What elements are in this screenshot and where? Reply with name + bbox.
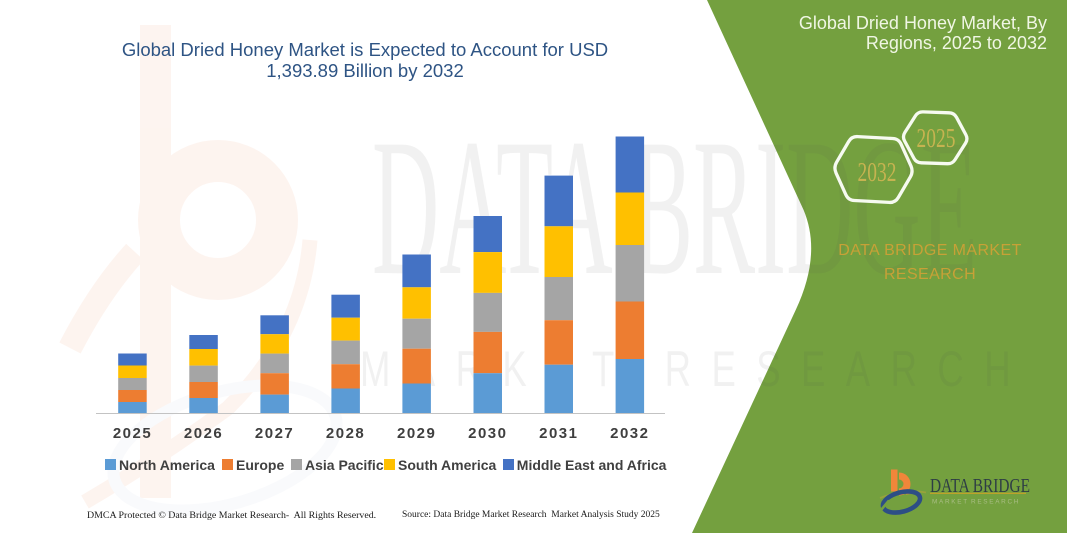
svg-text:DATA BRIDGE: DATA BRIDGE bbox=[930, 476, 1030, 497]
svg-text:MARKET: MARKET bbox=[932, 499, 969, 506]
svg-text:RESEARCH: RESEARCH bbox=[971, 499, 1020, 506]
